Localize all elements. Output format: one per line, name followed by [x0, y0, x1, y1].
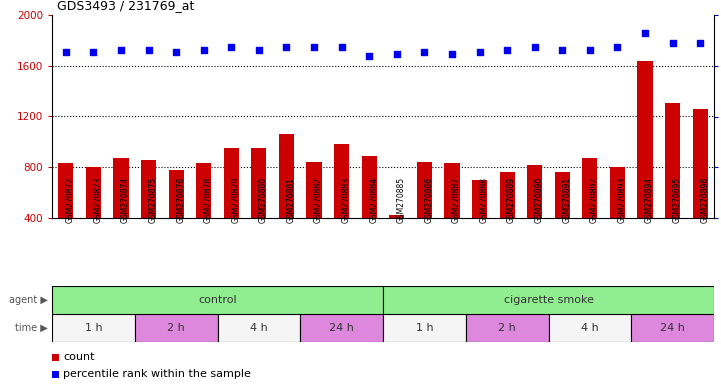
Point [143, 46, 154, 53]
Point [309, 45, 320, 51]
Point [557, 46, 568, 53]
Bar [389, 215, 404, 269]
Bar [252, 148, 267, 269]
Bar [300, 314, 383, 342]
Point [501, 46, 513, 53]
Bar [637, 61, 653, 269]
Text: GSM270891: GSM270891 [562, 177, 571, 223]
Text: GSM270892: GSM270892 [590, 177, 599, 223]
Bar [224, 148, 239, 269]
Bar [466, 314, 549, 342]
Point [226, 45, 237, 51]
Point [170, 48, 182, 55]
Point [391, 51, 402, 57]
Bar [334, 144, 349, 269]
Bar [583, 158, 598, 269]
Text: GSM270890: GSM270890 [535, 177, 544, 223]
Bar [169, 170, 184, 269]
Text: count: count [63, 353, 94, 362]
Point [640, 30, 651, 36]
Point [419, 48, 430, 55]
Text: 4 h: 4 h [250, 323, 267, 333]
Text: GSM270893: GSM270893 [617, 177, 627, 223]
Bar [135, 314, 218, 342]
Point [667, 40, 678, 46]
Text: cigarette smoke: cigarette smoke [503, 295, 593, 305]
Text: GSM270881: GSM270881 [286, 177, 296, 223]
Text: GSM270880: GSM270880 [259, 177, 268, 223]
Bar [472, 180, 487, 269]
Text: GSM270884: GSM270884 [369, 177, 379, 223]
Point [60, 48, 71, 55]
Point [280, 45, 292, 51]
Point [446, 51, 458, 57]
Point [584, 46, 596, 53]
Text: GSM270883: GSM270883 [342, 177, 350, 223]
Bar [52, 286, 383, 314]
Bar [693, 109, 708, 269]
Bar [417, 162, 432, 269]
Text: GSM270882: GSM270882 [314, 177, 323, 223]
Text: GSM270874: GSM270874 [121, 177, 130, 223]
Point [694, 40, 706, 46]
Text: GSM270889: GSM270889 [507, 177, 516, 223]
Bar [610, 167, 625, 269]
Text: percentile rank within the sample: percentile rank within the sample [63, 369, 251, 379]
Text: GSM270887: GSM270887 [452, 177, 461, 223]
Bar [113, 158, 128, 269]
Bar [306, 162, 322, 269]
Bar [383, 314, 466, 342]
Bar [549, 314, 632, 342]
Text: 24 h: 24 h [660, 323, 685, 333]
Text: GDS3493 / 231769_at: GDS3493 / 231769_at [57, 0, 195, 12]
Bar [196, 164, 211, 269]
Text: GSM270873: GSM270873 [94, 177, 102, 223]
Bar [632, 314, 714, 342]
Text: 2 h: 2 h [167, 323, 185, 333]
Bar [500, 172, 515, 269]
Bar [527, 165, 542, 269]
Point [363, 53, 375, 59]
Text: 1 h: 1 h [84, 323, 102, 333]
Text: GSM270888: GSM270888 [479, 177, 489, 223]
Text: GSM270876: GSM270876 [176, 177, 185, 223]
Bar [58, 164, 74, 269]
Point [611, 45, 623, 51]
Text: control: control [198, 295, 236, 305]
Text: agent ▶: agent ▶ [9, 295, 48, 305]
Text: GSM270896: GSM270896 [700, 177, 709, 223]
Point [529, 45, 541, 51]
Text: 4 h: 4 h [581, 323, 598, 333]
Text: GSM270879: GSM270879 [231, 177, 240, 223]
Point [198, 46, 210, 53]
Point [253, 46, 265, 53]
Bar [86, 167, 101, 269]
Text: GSM270875: GSM270875 [149, 177, 158, 223]
Bar [279, 134, 294, 269]
Bar [218, 314, 300, 342]
Bar [444, 164, 459, 269]
Point [336, 45, 348, 51]
Text: 24 h: 24 h [329, 323, 354, 333]
Bar [554, 172, 570, 269]
Text: GSM270886: GSM270886 [425, 177, 433, 223]
Bar [141, 160, 156, 269]
Point [115, 46, 127, 53]
Text: GSM270894: GSM270894 [645, 177, 654, 223]
Text: 1 h: 1 h [415, 323, 433, 333]
Text: 2 h: 2 h [498, 323, 516, 333]
Point [474, 48, 485, 55]
Text: time ▶: time ▶ [15, 323, 48, 333]
Point [88, 48, 99, 55]
Bar [362, 156, 377, 269]
Text: GSM270885: GSM270885 [397, 177, 406, 223]
Text: GSM270878: GSM270878 [204, 177, 213, 223]
Bar [52, 314, 135, 342]
Text: GSM270895: GSM270895 [673, 177, 681, 223]
Bar [383, 286, 714, 314]
Text: GSM270872: GSM270872 [66, 177, 75, 223]
Bar [665, 103, 680, 269]
